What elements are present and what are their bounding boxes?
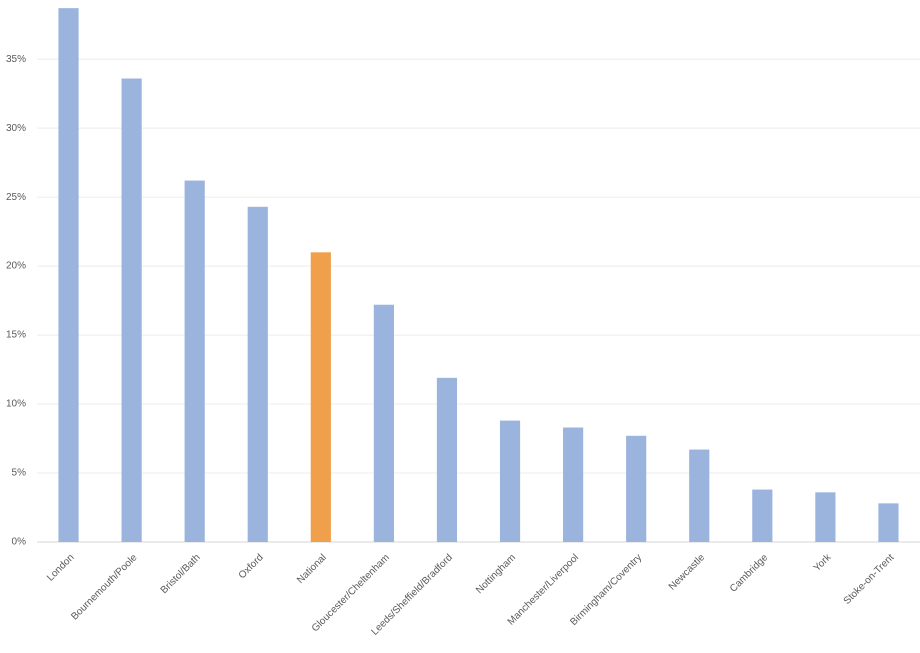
y-tick-label: 15% [6, 330, 26, 341]
x-tick-label: Manchester/Liverpool [506, 552, 581, 627]
x-tick-label: Bristol/Bath [159, 552, 203, 596]
bar [499, 420, 521, 542]
bar [878, 503, 899, 542]
x-tick-label: Stoke-on-Trent [842, 552, 897, 607]
bar [247, 206, 268, 543]
x-tick-label: London [45, 552, 76, 583]
y-tick-label: 20% [6, 261, 26, 272]
x-tick-label: Nottingham [474, 552, 518, 596]
x-tick-label: National [295, 552, 329, 586]
x-tick-label: Birmingham/Coventry [568, 552, 644, 628]
bar [184, 180, 205, 543]
y-tick-label: 25% [6, 192, 26, 203]
y-tick-label: 10% [6, 399, 26, 410]
bar [58, 8, 79, 542]
x-tick-label: Oxford [237, 552, 266, 581]
x-tick-label: York [812, 552, 834, 574]
bar [121, 78, 142, 542]
y-tick-label: 5% [12, 468, 27, 479]
x-tick-label: Bournemouth/Poole [69, 552, 140, 623]
bar [815, 492, 836, 542]
y-tick-label: 35% [6, 54, 26, 65]
bar [752, 489, 773, 542]
bar [436, 377, 458, 542]
bar [626, 435, 647, 542]
bar [689, 449, 710, 542]
x-tick-label: Newcastle [667, 552, 708, 593]
y-tick-label: 0% [12, 537, 27, 548]
bar [373, 304, 394, 542]
bar [563, 427, 584, 542]
y-tick-label: 30% [6, 123, 26, 134]
x-tick-label: Cambridge [728, 552, 771, 595]
bar [310, 252, 331, 543]
